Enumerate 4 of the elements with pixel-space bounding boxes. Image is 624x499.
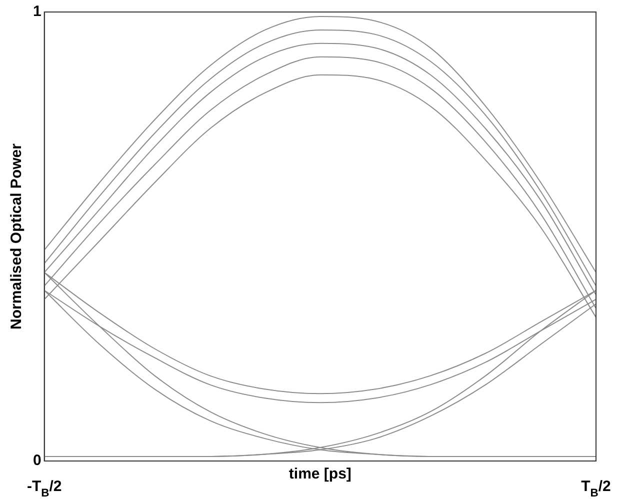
y-axis-title: Normalised Optical Power (8, 143, 26, 330)
y-tick-label: 0 (33, 452, 42, 470)
x-axis-title: time [ps] (288, 466, 352, 483)
y-tick-label: 1 (33, 3, 42, 20)
